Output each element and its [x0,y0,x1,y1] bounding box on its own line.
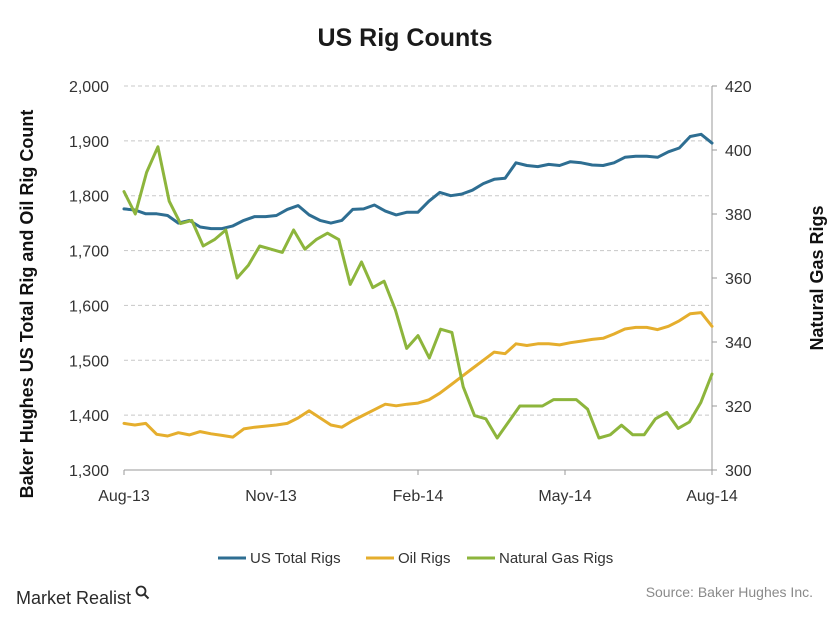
y-tick-label: 1,300 [69,463,109,480]
y2-tick-label: 380 [725,207,752,224]
plot-area [124,86,713,471]
gridlines [124,85,712,416]
y2-axis-ticks: 300 320 340 360 380 400 420 [712,79,752,480]
y2-tick-label: 320 [725,399,752,416]
x-tick-label: May-14 [538,488,591,505]
legend: US Total Rigs Oil Rigs Natural Gas Rigs [218,550,613,567]
series-line-us-total-rigs [122,132,714,231]
source-note: Source: Baker Hughes Inc. [646,584,813,600]
x-tick-label: Nov-13 [245,488,297,505]
y-tick-label: 1,600 [69,298,109,315]
y-tick-label: 1,400 [69,408,109,425]
legend-label-oil-rigs: Oil Rigs [398,550,451,567]
legend-label-us-total-rigs: US Total Rigs [250,550,341,567]
y-tick-label: 1,900 [69,134,109,151]
y2-tick-label: 420 [725,79,752,96]
magnifier-icon [135,585,150,600]
series-lines [122,132,714,440]
y2-tick-label: 400 [725,143,752,160]
series-line-natural-gas-rigs [122,145,714,440]
x-tick-label: Aug-14 [686,488,738,505]
chart-title: US Rig Counts [318,24,493,52]
series-line-oil-rigs [122,311,714,439]
x-tick-label: Feb-14 [393,488,444,505]
x-axis-ticks: Aug-13 Nov-13 Feb-14 May-14 Aug-14 [98,470,738,505]
y2-tick-label: 360 [725,271,752,288]
legend-label-natural-gas-rigs: Natural Gas Rigs [499,550,613,567]
brand-name: Market Realist [16,588,131,608]
y-tick-label: 1,500 [69,353,109,370]
y-tick-label: 2,000 [69,79,109,96]
y-axis-title: Baker Hughes US Total Rig and Oil Rig Co… [17,110,37,499]
y2-tick-label: 340 [725,335,752,352]
y2-axis-title: Natural Gas Rigs [807,205,827,350]
y-tick-label: 1,700 [69,244,109,261]
y-tick-label: 1,800 [69,189,109,206]
y2-tick-label: 300 [725,463,752,480]
y-axis-ticks: 1,300 1,400 1,500 1,600 1,700 1,800 1,900 2,000 [69,79,109,480]
x-tick-label: Aug-13 [98,488,150,505]
